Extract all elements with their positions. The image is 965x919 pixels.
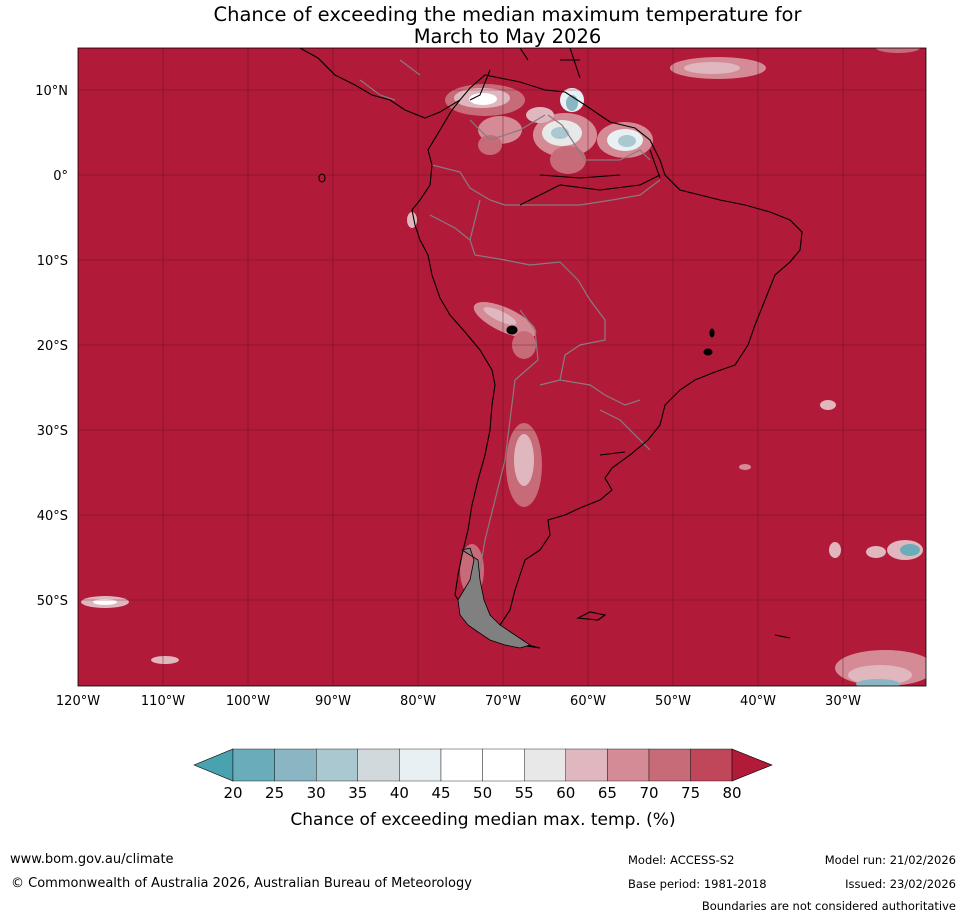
lon-label-30w: 30°W: [825, 694, 861, 709]
lat-label-40s: 40°S: [37, 509, 68, 524]
gridlines: [78, 48, 926, 686]
colorbar-tick-55: 55: [515, 784, 534, 802]
colorbar-tick-75: 75: [681, 784, 700, 802]
map-panel: [78, 48, 926, 686]
colorbar-swatch-60-65: [565, 748, 608, 782]
colorbar-swatch-55-60: [524, 748, 567, 782]
footer-issued: Issued: 23/02/2026: [845, 877, 956, 891]
latitude-labels: 10°N 0° 10°S 20°S 30°S 40°S 50°S: [35, 84, 68, 609]
lat-label-20s: 20°S: [37, 339, 68, 354]
colorbar-swatch-40-45: [399, 748, 442, 782]
lon-label-100w: 100°W: [226, 694, 270, 709]
colorbar-swatch-45-50: [440, 748, 483, 782]
colorbar-swatch-35-40: [357, 748, 400, 782]
footer-model: Model: ACCESS-S2: [628, 853, 735, 867]
lat-label-0: 0°: [53, 169, 68, 184]
colorbar-extend-low: [193, 748, 234, 782]
patagonia-islands: [457, 547, 531, 649]
lon-label-120w: 120°W: [56, 694, 100, 709]
colorbar-tick-25: 25: [265, 784, 284, 802]
lon-label-90w: 90°W: [315, 694, 351, 709]
colorbar-tick-labels: 20 25 30 35 40 45 50 55 60 65 70 75 80: [223, 784, 741, 802]
colorbar-swatch-75-80: [690, 748, 733, 782]
colorbar-swatch-30-35: [316, 748, 359, 782]
colorbar: 20 25 30 35 40 45 50 55 60 65 70 75 80 C…: [193, 748, 773, 830]
colorbar-extend-high: [731, 748, 773, 782]
colorbar-tick-30: 30: [307, 784, 326, 802]
title-line-2: March to May 2026: [413, 25, 602, 48]
colorbar-swatch-20-25: [232, 748, 275, 782]
footer-disclaimer: Boundaries are not considered authoritat…: [701, 899, 956, 913]
coastline: [299, 48, 803, 649]
lon-label-60w: 60°W: [570, 694, 606, 709]
colorbar-tick-20: 20: [223, 784, 242, 802]
lat-label-10n: 10°N: [35, 84, 68, 99]
footer-model-run: Model run: 21/02/2026: [824, 853, 956, 867]
map-background: [78, 48, 926, 686]
map-frame: [77, 47, 927, 687]
colorbar-tick-35: 35: [348, 784, 367, 802]
colorbar-swatch-70-75: [648, 748, 691, 782]
colorbar-tick-45: 45: [431, 784, 450, 802]
footer-url: www.bom.gov.au/climate: [10, 852, 174, 867]
colorbar-swatch-25-30: [274, 748, 317, 782]
map-title: Chance of exceeding the median maximum t…: [0, 4, 965, 48]
country-borders: [359, 59, 661, 620]
lon-label-40w: 40°W: [740, 694, 776, 709]
colorbar-tick-60: 60: [556, 784, 575, 802]
colorbar-tick-50: 50: [473, 784, 492, 802]
colorbar-tick-40: 40: [390, 784, 409, 802]
lon-label-50w: 50°W: [655, 694, 691, 709]
colorbar-swatch-50-55: [482, 748, 525, 782]
footer-copyright: © Commonwealth of Australia 2026, Austra…: [11, 876, 472, 891]
longitude-labels: 120°W 110°W 100°W 90°W 80°W 70°W 60°W 50…: [56, 694, 861, 709]
title-line-1: Chance of exceeding the median maximum t…: [213, 3, 802, 26]
lat-label-10s: 10°S: [37, 254, 68, 269]
footer-base-period: Base period: 1981-2018: [628, 877, 767, 891]
lat-label-50s: 50°S: [37, 594, 68, 609]
colorbar-swatch-65-70: [607, 748, 650, 782]
lon-label-80w: 80°W: [400, 694, 436, 709]
colorbar-title: Chance of exceeding median max. temp. (%…: [290, 810, 675, 830]
lat-label-30s: 30°S: [37, 424, 68, 439]
colorbar-tick-80: 80: [722, 784, 741, 802]
lon-label-110w: 110°W: [141, 694, 185, 709]
colorbar-tick-70: 70: [639, 784, 658, 802]
colorbar-tick-65: 65: [598, 784, 617, 802]
lon-label-70w: 70°W: [485, 694, 521, 709]
